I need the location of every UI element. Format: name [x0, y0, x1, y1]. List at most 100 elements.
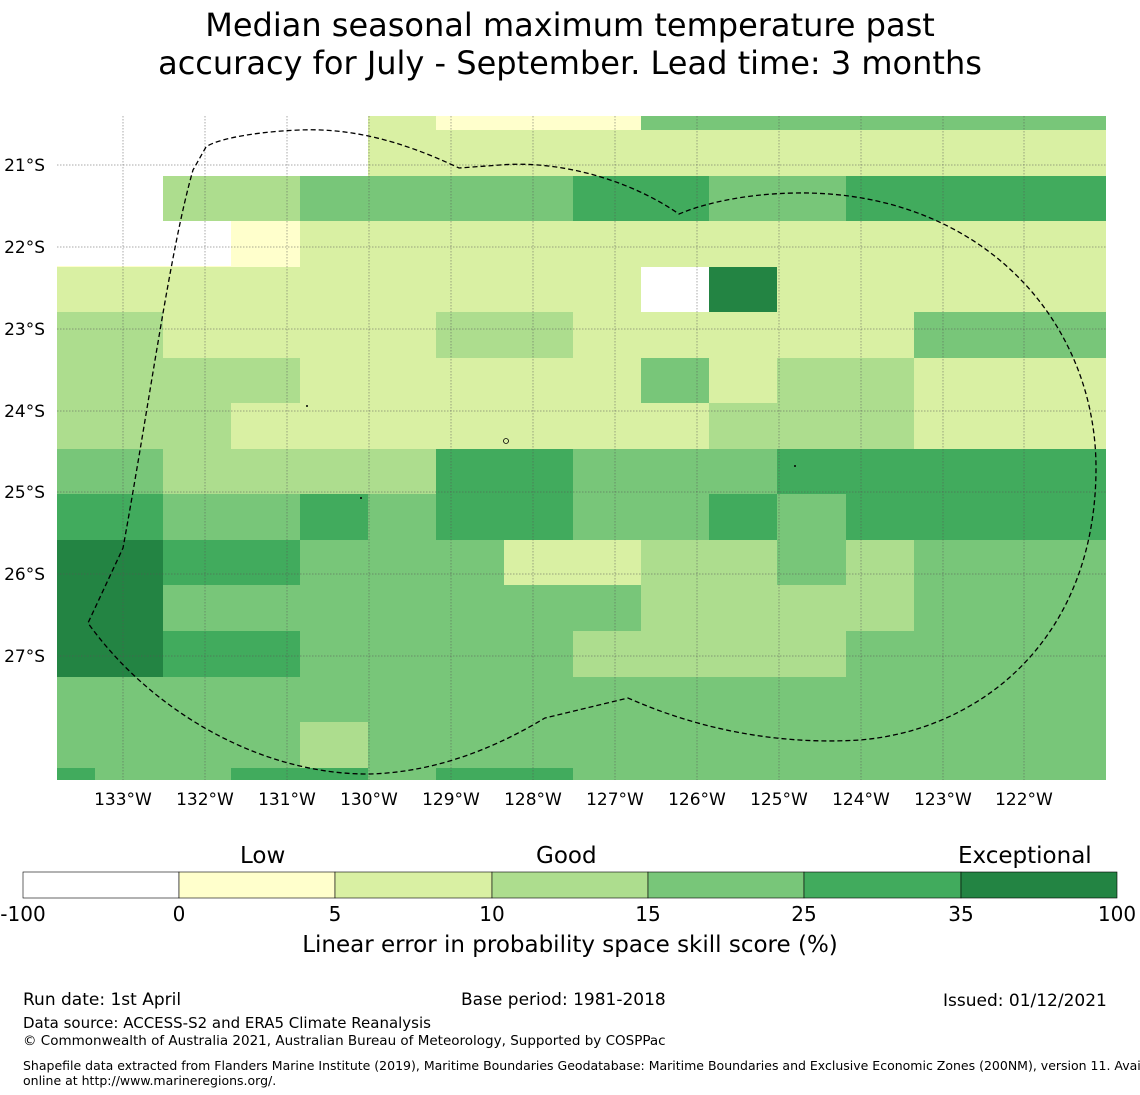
- shapefile-credit-2: online at http://www.marineregions.org/.: [23, 1073, 277, 1088]
- skill-cell: [641, 221, 709, 267]
- skill-cell: [231, 494, 300, 540]
- skill-cell: [231, 267, 300, 312]
- skill-cell: [982, 130, 1050, 176]
- skill-cell: [846, 130, 914, 176]
- skill-cell: [504, 631, 573, 677]
- skill-cell: [982, 677, 1050, 722]
- skill-cell: [1050, 768, 1106, 780]
- skill-cell: [777, 540, 846, 585]
- skill-cell: [231, 176, 300, 221]
- skill-cell: [368, 130, 436, 176]
- skill-cell: [57, 403, 95, 449]
- skill-cell: [846, 631, 914, 677]
- skill-cell: [300, 722, 368, 768]
- skill-cell: [57, 494, 95, 540]
- lat-tick-label: 24°S: [4, 402, 45, 422]
- skill-cell: [95, 722, 163, 768]
- skill-cell: [573, 449, 641, 494]
- colorbar-tick: 10: [479, 902, 505, 926]
- skill-cell: [300, 221, 368, 267]
- skill-cell: [846, 449, 914, 494]
- title-line-2: accuracy for July - September. Lead time…: [158, 44, 982, 82]
- skill-cell: [368, 585, 436, 631]
- lon-tick-label: 123°W: [914, 790, 972, 810]
- skill-cell: [368, 176, 436, 221]
- skill-cell: [57, 677, 95, 722]
- skill-cell: [436, 768, 504, 780]
- skill-cell: [231, 585, 300, 631]
- skill-cell: [436, 130, 504, 176]
- skill-cell: [504, 130, 573, 176]
- skill-cell: [95, 267, 163, 312]
- skill-cell: [846, 768, 914, 780]
- skill-cell: [573, 631, 641, 677]
- skill-cell: [641, 494, 709, 540]
- skill-cell: [777, 722, 846, 768]
- copyright: © Commonwealth of Australia 2021, Austra…: [23, 1033, 666, 1049]
- skill-cell: [504, 267, 573, 312]
- skill-cell: [982, 267, 1050, 312]
- skill-cell: [300, 176, 368, 221]
- skill-cell: [982, 403, 1050, 449]
- skill-cell: [846, 267, 914, 312]
- skill-cell: [846, 221, 914, 267]
- no-skill-cell: [57, 116, 231, 130]
- skill-cell: [641, 267, 709, 312]
- skill-cell: [95, 677, 163, 722]
- skill-cell: [709, 176, 777, 221]
- skill-cell: [436, 312, 504, 358]
- skill-cell: [982, 358, 1050, 403]
- skill-cell: [1050, 494, 1106, 540]
- skill-cell: [368, 449, 436, 494]
- skill-cell: [1050, 130, 1106, 176]
- base-period: Base period: 1981-2018: [461, 990, 666, 1010]
- skill-cell: [982, 631, 1050, 677]
- skill-cell: [163, 267, 231, 312]
- skill-cell: [436, 585, 504, 631]
- no-skill-cell: [95, 130, 368, 176]
- skill-cell: [95, 449, 163, 494]
- skill-cell: [504, 358, 573, 403]
- skill-cell: [163, 722, 231, 768]
- lon-tick-label: 129°W: [422, 790, 480, 810]
- skill-cell: [914, 449, 982, 494]
- no-skill-cell: [57, 176, 163, 266]
- skill-cell: [914, 130, 982, 176]
- skill-cell: [709, 221, 777, 267]
- skill-cell: [777, 449, 846, 494]
- skill-cell: [982, 116, 1050, 130]
- skill-cell: [914, 540, 982, 585]
- skill-cell: [1050, 540, 1106, 585]
- skill-cell: [436, 221, 504, 267]
- skill-cell: [300, 494, 368, 540]
- skill-cell: [1050, 449, 1106, 494]
- skill-cell: [709, 312, 777, 358]
- skill-cell: [914, 403, 982, 449]
- skill-cell: [436, 116, 504, 130]
- skill-cell: [573, 722, 641, 768]
- skill-cell: [709, 768, 777, 780]
- skill-cell: [846, 358, 914, 403]
- skill-cell: [982, 312, 1050, 358]
- skill-cell: [504, 585, 573, 631]
- skill-cell: [368, 631, 436, 677]
- skill-cell: [95, 312, 163, 358]
- lon-tick-label: 128°W: [504, 790, 562, 810]
- skill-cell: [709, 677, 777, 722]
- colorbar-swatch: [334, 871, 493, 899]
- skill-cell: [436, 540, 504, 585]
- title-line-1: Median seasonal maximum temperature past: [205, 6, 935, 44]
- skill-cell: [436, 631, 504, 677]
- skill-cell: [777, 116, 846, 130]
- skill-cell: [231, 358, 300, 403]
- skill-cell: [368, 722, 436, 768]
- skill-cell: [982, 768, 1050, 780]
- skill-cell: [436, 494, 504, 540]
- skill-cell: [777, 130, 846, 176]
- skill-cell: [709, 631, 777, 677]
- skill-cell: [368, 677, 436, 722]
- island-marker: [360, 497, 362, 499]
- skill-cell: [641, 358, 709, 403]
- skill-cell: [57, 130, 95, 176]
- skill-cell: [504, 221, 573, 267]
